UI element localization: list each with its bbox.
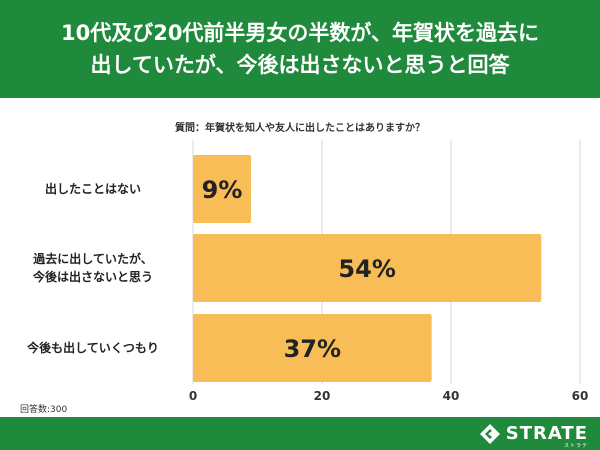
category-label-2: 過去に出していたが、 今後は出さないと思う — [0, 250, 186, 286]
category-label-3: 今後も出していくつもり — [0, 339, 186, 357]
brand-subtitle: ストラテ — [563, 443, 588, 449]
strate-logo: STRATE ストラテ — [479, 421, 588, 449]
bar-chart: 0 20 40 60 9% 54% 37% — [189, 140, 589, 403]
category-label-line: 出したことはない — [44, 182, 141, 196]
chart-title-line-2: 出していたが、今後は出さないと思うと回答 — [90, 53, 510, 77]
category-label-line: 今後も出していくつもり — [27, 341, 159, 355]
bar-3 — [193, 314, 432, 382]
strate-logo-icon — [479, 424, 500, 444]
chart-title-banner: 10代及び20代前半男女の半数が、年賀状を過去に 出していたが、今後は出さないと… — [0, 0, 600, 98]
brand-name: STRATE — [505, 423, 588, 444]
respondent-count: 回答数:300 — [20, 405, 68, 415]
data-label-3: 37% — [284, 335, 341, 363]
survey-question: 質問：年賀状を知人や友人に出したことはありますか？ — [175, 123, 425, 134]
x-tick-label: 40 — [443, 389, 460, 403]
data-label-1: 9% — [202, 176, 243, 204]
data-label-2: 54% — [338, 255, 395, 283]
x-tick-label: 20 — [314, 389, 331, 403]
x-tick-label: 0 — [189, 389, 197, 403]
category-label-line: 過去に出していたが、 — [33, 252, 153, 266]
bar-2 — [193, 234, 542, 302]
chart-title-line-1: 10代及び20代前半男女の半数が、年賀状を過去に — [60, 21, 540, 45]
x-tick-label: 60 — [572, 389, 589, 403]
category-label-line: 今後は出さないと思う — [32, 270, 153, 284]
bar-1 — [193, 155, 252, 223]
footer-bar: STRATE ストラテ — [0, 417, 600, 450]
category-label-1: 出したことはない — [0, 180, 186, 198]
